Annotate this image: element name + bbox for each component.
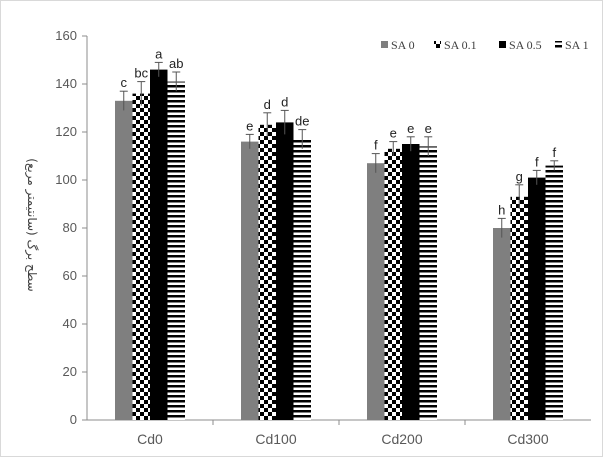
significance-label: d <box>281 94 288 109</box>
y-tick-label: 80 <box>63 220 77 235</box>
significance-label: f <box>535 154 539 169</box>
x-category-label: Cd200 <box>381 431 422 447</box>
significance-label: f <box>552 145 556 160</box>
significance-label: ab <box>169 56 183 71</box>
bar-sa-0-5 <box>150 69 168 420</box>
bar-sa-0-5 <box>276 122 294 421</box>
y-tick-label: 60 <box>63 268 77 283</box>
significance-label: f <box>374 138 378 153</box>
significance-label: c <box>121 75 128 90</box>
bar-sa-0-1 <box>384 148 402 421</box>
y-tick-label: 100 <box>55 172 77 187</box>
y-tick-label: 160 <box>55 28 77 43</box>
legend-label: SA 1 <box>565 38 589 52</box>
significance-label: e <box>390 126 397 141</box>
y-tick-label: 140 <box>55 76 77 91</box>
bar-sa-1 <box>419 146 437 420</box>
y-tick-label: 40 <box>63 316 77 331</box>
y-tick-label: 0 <box>70 412 77 427</box>
y-axis-label: سطح برگ (سانتیمتر مربع) <box>24 158 39 291</box>
significance-label: d <box>264 97 271 112</box>
significance-label: a <box>155 46 163 61</box>
bar-sa-0-5 <box>402 144 420 420</box>
bar-sa-0-1 <box>132 93 150 420</box>
y-tick-label: 20 <box>63 364 77 379</box>
x-category-label: Cd100 <box>255 431 296 447</box>
significance-label: e <box>246 118 253 133</box>
legend-label: SA 0.1 <box>444 38 477 52</box>
significance-label: e <box>407 121 414 136</box>
significance-label: h <box>498 202 505 217</box>
significance-label: de <box>295 114 309 129</box>
legend-swatch <box>555 41 562 48</box>
legend-swatch <box>499 41 506 48</box>
legend-swatch <box>381 41 388 48</box>
bar-sa-0-1 <box>258 124 276 421</box>
bar-sa-0 <box>367 163 385 420</box>
x-category-label: Cd300 <box>507 431 548 447</box>
significance-label: bc <box>134 66 148 81</box>
significance-label: e <box>425 121 432 136</box>
bar-sa-1 <box>167 81 185 420</box>
y-tick-label: 120 <box>55 124 77 139</box>
legend-label: SA 0 <box>391 38 415 52</box>
x-category-label: Cd0 <box>137 431 163 447</box>
bar-sa-0-5 <box>528 177 546 420</box>
legend-swatch <box>434 41 441 48</box>
bar-sa-0 <box>115 100 133 421</box>
bar-sa-0 <box>241 141 259 420</box>
bar-sa-0 <box>493 228 511 420</box>
bar-sa-1 <box>545 165 563 420</box>
bar-sa-0-1 <box>510 196 528 420</box>
legend-label: SA 0.5 <box>509 38 542 52</box>
bar-sa-1 <box>293 139 311 420</box>
significance-label: g <box>516 169 523 184</box>
